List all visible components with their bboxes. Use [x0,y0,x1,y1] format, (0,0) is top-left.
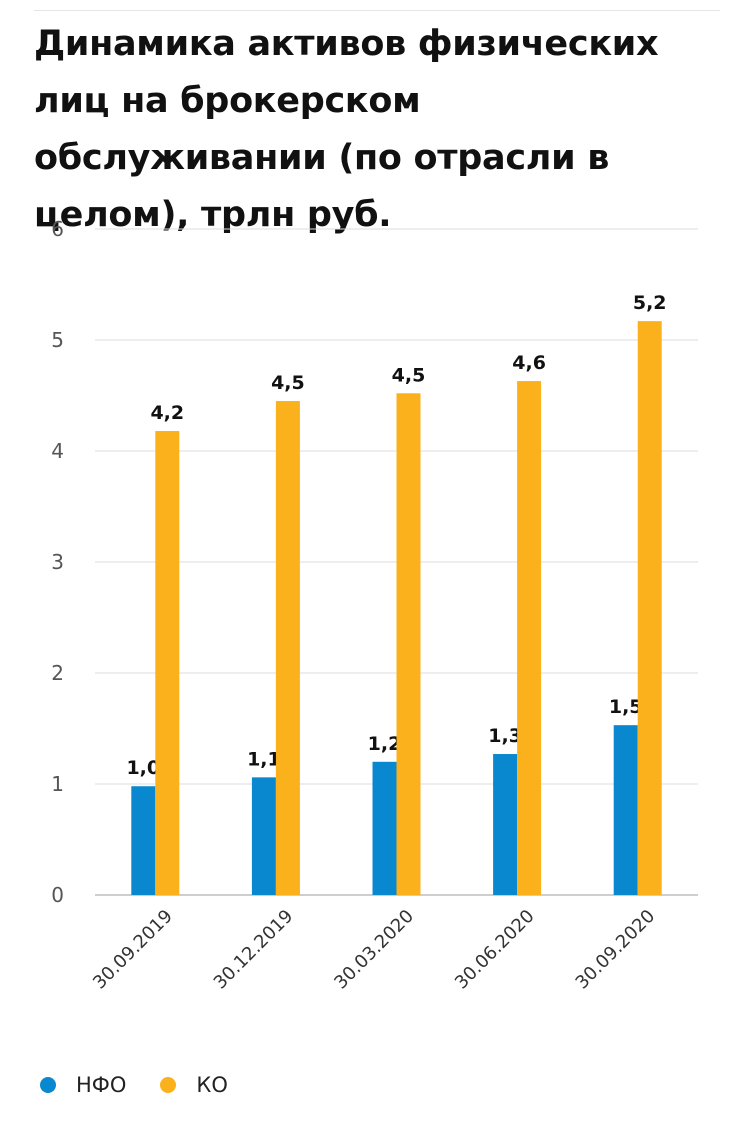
legend-label: НФО [76,1073,127,1097]
bar-ko [637,321,662,895]
bar-nfo [372,761,397,895]
bar-chart: 0 1 2 3 4 5 6 1,0 4,2 30.09.2019 1,1 4,5 30.12.2019 1… [51,217,698,994]
legend-item: НФО [40,1073,126,1097]
data-label-ko: 5,2 [633,292,667,314]
x-category-label: 30.03.2020 [330,906,418,994]
x-category-label: 30.06.2020 [451,906,539,994]
bar-nfo [251,777,276,895]
legend-marker [160,1077,177,1093]
legend-label: КО [196,1073,228,1097]
y-tick-label: 5 [51,328,64,352]
data-label-ko: 4,5 [392,364,426,386]
bar-nfo [613,725,638,895]
data-label-nfo: 1,3 [488,725,522,747]
top-divider [34,10,720,11]
bar-ko [517,381,542,895]
x-category-label: 30.09.2020 [572,906,660,994]
bar-ko [275,401,300,895]
y-tick-label: 0 [51,883,64,907]
chart-legend: НФО КО [40,1068,262,1102]
data-label-nfo: 1,5 [609,696,643,718]
x-category-label: 30.12.2019 [210,906,298,994]
bar-nfo [493,754,518,895]
chart-title: Динамика активов физических лиц на броке… [34,24,659,235]
data-label-nfo: 1,0 [126,757,160,779]
y-tick-label: 4 [51,439,64,463]
data-label-ko: 4,6 [512,352,546,374]
bar-nfo [131,786,156,895]
y-tick-label: 3 [51,550,64,574]
y-tick-label: 6 [51,217,64,241]
y-tick-label: 2 [51,661,64,685]
legend-marker [40,1077,56,1093]
data-label-nfo: 1,1 [247,748,281,770]
data-label-ko: 4,5 [271,372,305,394]
y-tick-label: 1 [51,772,64,796]
data-label-nfo: 1,2 [368,733,402,755]
bar-ko [396,393,421,895]
data-label-ko: 4,2 [150,402,184,424]
bar-ko [155,431,180,895]
x-category-label: 30.09.2019 [89,906,177,994]
legend-item: КО [160,1073,228,1097]
